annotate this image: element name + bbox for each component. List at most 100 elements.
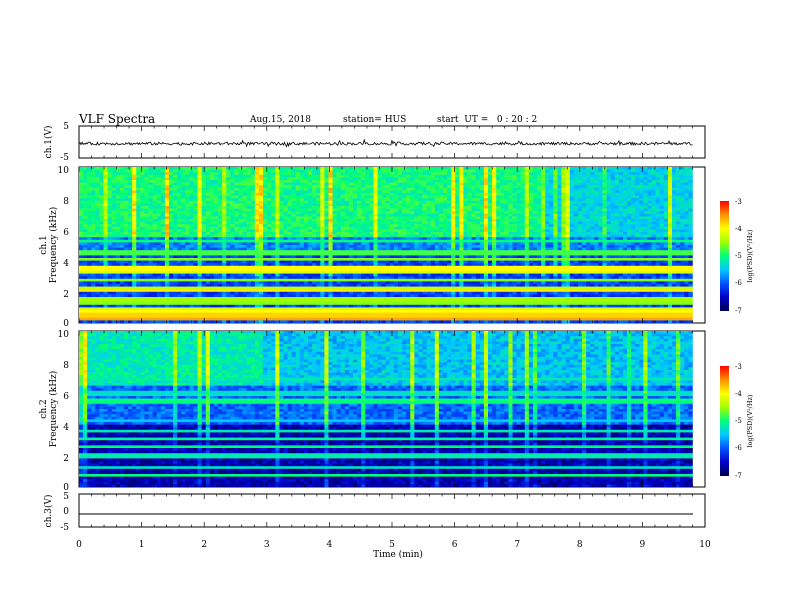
spectrogram-cell (185, 239, 190, 243)
spectrogram-cell (406, 169, 411, 173)
spectrogram-cell (402, 302, 407, 306)
spectrogram-cell (79, 260, 84, 264)
spectrogram-cell (344, 247, 350, 251)
spectrogram-cell (357, 245, 362, 248)
spectrogram-cell (369, 174, 374, 178)
spectrogram-cell (115, 263, 121, 267)
spectrogram-cell (181, 211, 186, 215)
spectrogram-cell (79, 307, 84, 311)
spectrogram-cell (381, 216, 387, 220)
spectrogram-cell (340, 219, 346, 222)
spectrogram-cell (348, 263, 354, 267)
spectrogram-cell (267, 198, 272, 202)
spectrogram-cell (258, 276, 264, 280)
spectrogram-cell (353, 234, 358, 238)
spectrogram-cell (250, 232, 256, 235)
spectrogram-cell (242, 182, 247, 186)
spectrogram-cell (140, 224, 145, 228)
spectrogram-cell (111, 232, 117, 235)
spectrogram-cell (357, 224, 362, 228)
spectrogram-cell (119, 317, 125, 321)
spectrogram-cell (393, 208, 399, 212)
spectrogram-cell (279, 237, 284, 241)
spectrogram-cell (377, 268, 382, 272)
spectrogram-cell (353, 307, 358, 311)
spectrogram-cell (107, 234, 113, 238)
spectrogram-cell (230, 297, 235, 300)
spectrogram-cell (385, 229, 391, 233)
spectrogram-cell (377, 278, 382, 282)
spectrogram-cell (275, 289, 280, 293)
spectrogram-cell (344, 234, 350, 238)
spectrogram-cell (246, 289, 252, 293)
spectrogram-cell (373, 200, 378, 204)
spectrogram-cell (332, 260, 337, 264)
spectrogram-cell (209, 294, 215, 298)
spectrogram-cell (136, 198, 141, 202)
spectrogram-cell (173, 180, 178, 183)
spectrogram-cell (222, 286, 227, 290)
spectrogram-cell (389, 177, 395, 181)
spectrogram-cell (361, 276, 366, 280)
spectrogram-cell (197, 299, 202, 303)
spectrogram-cell (226, 291, 231, 295)
spectrogram-cell (361, 167, 366, 170)
spectrogram-cell (111, 245, 117, 248)
spectrogram-cell (99, 265, 104, 269)
spectrogram-cell (275, 198, 280, 202)
spectrogram-cell (246, 294, 252, 298)
spectrogram-cell (213, 317, 219, 321)
spectrogram-cell (222, 278, 227, 282)
spectrogram-cell (123, 174, 129, 178)
spectrogram-cell (303, 273, 309, 277)
spectrogram-cell (189, 299, 194, 303)
spectrogram-cell (377, 317, 382, 321)
spectrogram-cell (324, 317, 329, 321)
spectrogram-cell (136, 312, 141, 316)
spectrogram-cell (123, 187, 129, 191)
spectrogram-cell (246, 224, 252, 228)
spectrogram-cell (258, 172, 264, 176)
spectrogram-cell (328, 219, 333, 222)
spectrogram-cell (316, 203, 321, 207)
spectrogram-cell (185, 294, 190, 298)
spectrogram-cell (115, 255, 121, 259)
spectrogram-cell (389, 234, 395, 238)
spectrogram-cell (332, 255, 337, 259)
spectrogram-cell (132, 258, 137, 261)
spectrogram-cell (205, 180, 211, 183)
spectrogram-cell (123, 317, 129, 321)
spectrogram-cell (136, 317, 141, 321)
spectrogram-cell (357, 307, 362, 311)
spectrogram-cell (267, 284, 272, 287)
spectrogram-cell (107, 320, 113, 324)
spectrogram-cell (250, 320, 256, 324)
spectrogram-cell (402, 198, 407, 202)
spectrogram-cell (381, 177, 387, 181)
spectrogram-cell (250, 180, 256, 183)
spectrogram-cell (332, 167, 337, 170)
spectrogram-cell (246, 229, 252, 233)
spectrogram-cell (271, 286, 276, 290)
spectrogram-cell (263, 276, 268, 280)
spectrogram-cell (393, 200, 399, 204)
spectrogram-cell (123, 320, 129, 324)
spectrogram-cell (91, 281, 96, 285)
spectrogram-cell (91, 198, 96, 202)
spectrogram-cell (406, 315, 411, 319)
spectrogram-cell (222, 232, 227, 235)
spectrogram-cell (320, 203, 325, 207)
spectrogram-cell (357, 172, 362, 176)
spectrogram-cell (324, 234, 329, 238)
spectrogram-cell (365, 229, 370, 233)
spectrogram-cell (197, 211, 202, 215)
spectrogram-cell (123, 273, 129, 277)
spectrogram-cell (283, 276, 288, 280)
spectrogram-cell (316, 174, 321, 178)
spectrogram-cell (238, 229, 243, 233)
spectrogram-cell (308, 180, 313, 183)
spectrogram-cell (324, 271, 329, 274)
spectrogram-cell (365, 211, 370, 215)
spectrogram-cell (340, 315, 346, 319)
spectrogram-cell (91, 260, 96, 264)
